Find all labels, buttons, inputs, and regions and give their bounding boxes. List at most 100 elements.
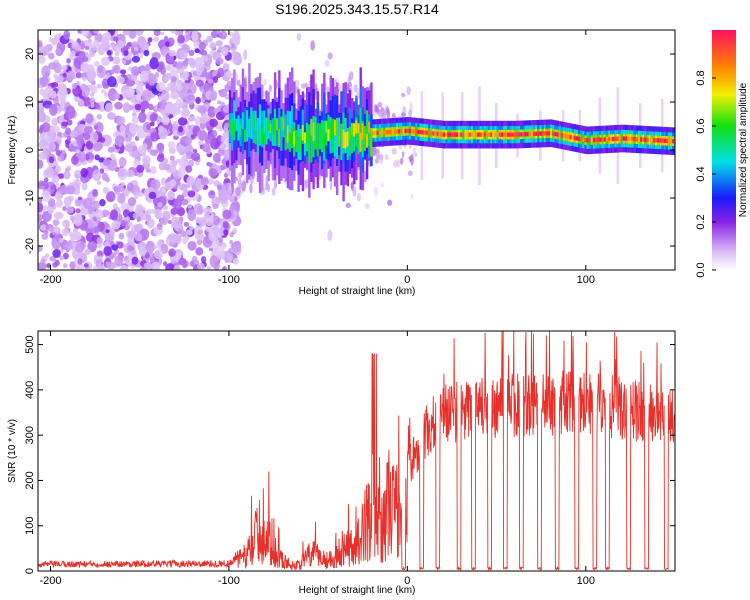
spectrogram-cell xyxy=(398,129,401,134)
spectrogram-cell xyxy=(207,106,216,118)
spectrogram-y-ticks: -20 -10 0 10 20 xyxy=(24,48,675,254)
spectrogram-cell xyxy=(159,211,164,217)
spectrogram-cell xyxy=(188,159,195,168)
spectrogram-cell xyxy=(81,182,88,191)
spectrogram-cell xyxy=(520,132,523,137)
spectrogram-x-tick-label: 0 xyxy=(404,274,410,286)
spectrogram-cell xyxy=(526,131,529,137)
spectrogram-cell xyxy=(359,132,362,152)
spectrogram-cell xyxy=(93,61,100,68)
spectrogram-cell xyxy=(38,202,44,213)
spectrogram-cell xyxy=(325,121,328,133)
spectrogram-cell xyxy=(537,131,540,136)
spectrogram-cell xyxy=(271,132,275,145)
spectrogram-cell xyxy=(56,156,62,162)
spectrogram-cell xyxy=(282,118,285,166)
spectrogram-cell xyxy=(150,132,160,142)
spectrogram-cell xyxy=(176,252,182,257)
spectrogram-cell xyxy=(127,221,133,227)
spectrogram-cell xyxy=(83,132,91,141)
spectrogram-cell xyxy=(54,75,64,84)
spectrogram-cell xyxy=(66,135,72,141)
spectrogram-cell xyxy=(114,101,123,110)
spectrogram-cell xyxy=(197,262,205,270)
spectrogram-cell xyxy=(318,123,322,134)
spectrogram-cell xyxy=(181,236,188,245)
spectrogram-cell xyxy=(119,264,129,270)
spectrogram-cell xyxy=(483,132,487,137)
spectrogram-cell xyxy=(209,42,217,50)
spectrogram-cell xyxy=(59,98,67,107)
spectrogram-cell xyxy=(346,131,350,147)
spectrogram-cell xyxy=(327,114,330,141)
spectrogram-cell xyxy=(212,215,221,226)
spectrogram-cell xyxy=(141,89,152,103)
spectrogram-cell xyxy=(400,129,403,134)
spectrogram-cell xyxy=(44,104,50,109)
spectrogram-cell xyxy=(171,216,180,223)
spectrogram-cell xyxy=(80,167,88,178)
spectrogram-cell xyxy=(136,206,144,215)
spectrogram-cell xyxy=(372,130,375,136)
spectrogram-cell xyxy=(114,92,121,100)
spectrogram-cell xyxy=(177,166,186,178)
spectrogram-cell xyxy=(179,49,188,60)
spectrogram-cell xyxy=(131,256,139,265)
spectrogram-cell xyxy=(225,70,232,77)
spectrogram-cell xyxy=(300,83,306,89)
spectrogram-cell xyxy=(665,138,669,144)
spectrogram-cell xyxy=(473,132,476,137)
spectrogram-cell xyxy=(288,111,292,152)
spectrogram-cell xyxy=(303,132,307,156)
spectrogram-cell xyxy=(195,96,201,104)
spectrogram-cell xyxy=(565,134,568,139)
spectrogram-cell xyxy=(39,76,49,87)
spectrogram-cell xyxy=(207,79,214,84)
spectrogram-cell xyxy=(53,226,59,233)
spectrogram-cell xyxy=(65,105,76,120)
spectrogram-cell xyxy=(125,43,131,50)
spectrogram-cell xyxy=(62,252,69,260)
spectrogram-cell xyxy=(372,111,378,117)
spectrogram-cell xyxy=(96,180,102,186)
spectrogram-cell xyxy=(106,112,116,120)
spectrogram-cell xyxy=(55,199,63,208)
spectrogram-cell xyxy=(507,132,510,137)
spectrogram-cell xyxy=(63,196,72,208)
spectrogram-cell xyxy=(65,127,72,135)
spectrogram-cell xyxy=(233,52,242,63)
spectrogram-cell xyxy=(222,209,232,220)
spectrogram-cell xyxy=(436,131,440,137)
spectrogram-cell xyxy=(284,135,287,151)
spectrogram-cell xyxy=(117,40,123,47)
spectrogram-cell xyxy=(38,244,43,253)
spectrogram-cell xyxy=(228,120,232,134)
spectrogram-cell xyxy=(59,237,64,243)
spectrogram-cell xyxy=(381,182,384,188)
spectrogram-cell xyxy=(338,136,341,147)
spectrogram-cell xyxy=(59,255,65,261)
spectrogram-cell xyxy=(215,40,223,47)
spectrogram-cell xyxy=(340,123,343,139)
snr-x-ticks: -200 -100 0 100 xyxy=(39,331,595,587)
spectrogram-cell xyxy=(153,36,159,42)
spectrogram-cell xyxy=(243,107,247,136)
spectrogram-cell xyxy=(46,263,51,269)
spectrogram-cell xyxy=(586,138,589,143)
spectrogram-cell xyxy=(142,155,151,165)
spectrogram-cell xyxy=(109,69,115,75)
spectrogram-cell xyxy=(57,87,68,101)
spectrogram-cell xyxy=(479,132,482,137)
spectrogram-cell xyxy=(190,152,201,162)
spectrogram-cell xyxy=(391,147,397,155)
spectrogram-cell xyxy=(235,186,241,197)
spectrogram-cell xyxy=(252,114,255,129)
spectrogram-cell xyxy=(93,226,99,232)
spectrogram-cell xyxy=(440,132,444,137)
spectrogram-cell xyxy=(149,149,158,157)
spectrogram-cell xyxy=(84,45,90,50)
spectrogram-cell xyxy=(276,118,279,131)
spectrogram-cell xyxy=(286,125,290,143)
spectrogram-cell xyxy=(68,231,75,237)
spectrogram-cell xyxy=(335,120,339,160)
